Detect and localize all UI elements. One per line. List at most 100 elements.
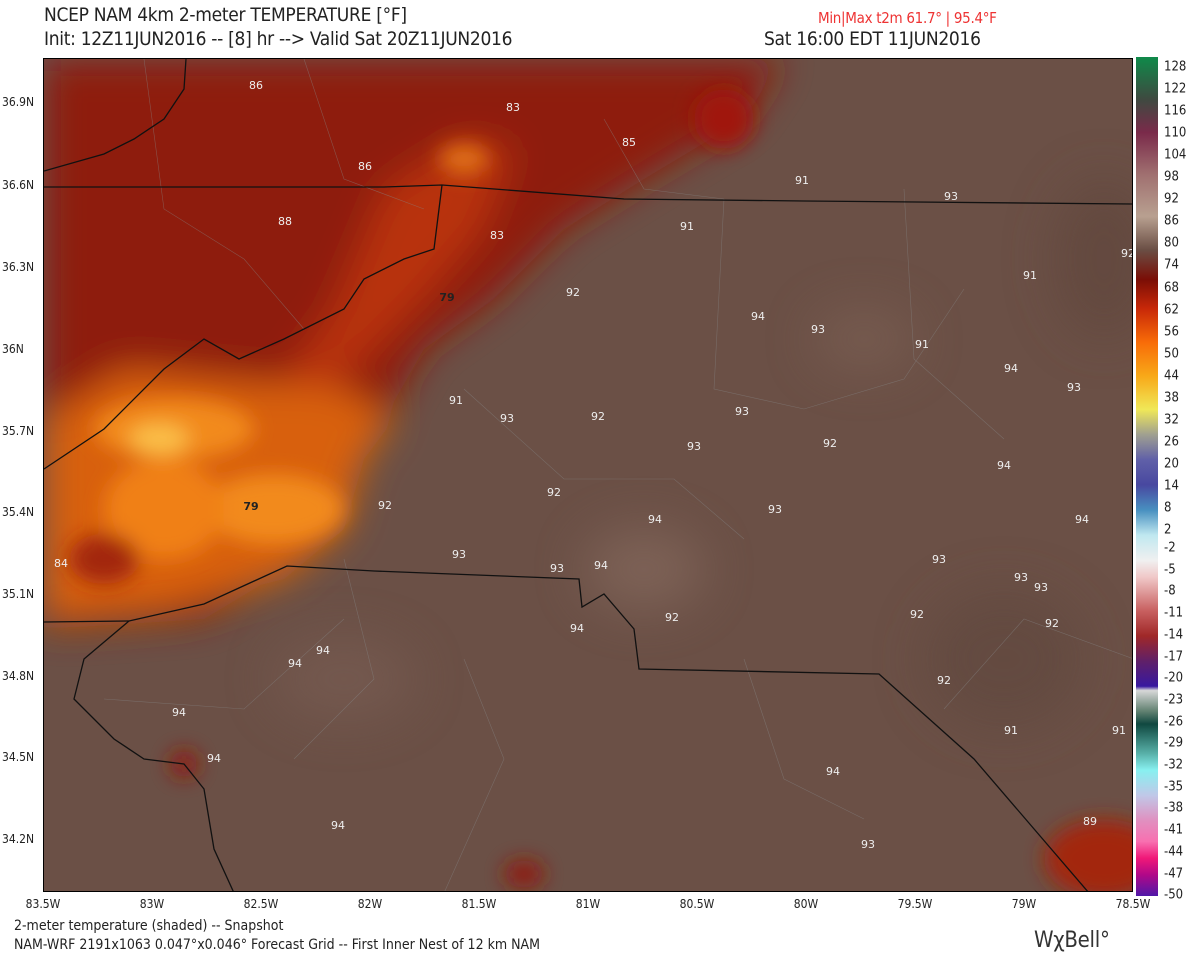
colorbar-tick-label: -50 [1164,887,1184,903]
local-valid-time: Sat 16:00 EDT 11JUN2016 [764,28,981,50]
lat-label: 34.5N [2,750,35,764]
station-value: 94 [648,513,662,526]
lon-label: 83.5W [25,897,61,911]
station-value: 94 [826,765,840,778]
station-value: 94 [751,310,765,323]
colorbar-tick-label: -2 [1164,540,1176,556]
footer-description: 2-meter temperature (shaded) -- Snapshot [14,918,284,934]
lon-label: 79.5W [897,897,933,911]
station-value: 92 [937,674,951,687]
colorbar-tick-label: 32 [1164,412,1179,428]
lon-label: 83W [139,897,165,911]
colorbar-tick-label: -38 [1164,800,1184,816]
station-value: 91 [1023,269,1037,282]
station-value: 79 [439,291,454,304]
colorbar-tick-label: 122 [1164,81,1187,97]
station-value: 94 [997,459,1011,472]
colorbar-tick-label: 86 [1164,213,1179,229]
lon-label: 82.5W [243,897,279,911]
station-value: 94 [1004,362,1018,375]
colorbar-tick-label: -29 [1164,735,1184,751]
station-value: 83 [506,101,520,114]
footer-grid-info: NAM-WRF 2191x1063 0.047°x0.046° Forecast… [14,937,541,953]
colorbar [1136,57,1158,896]
init-valid-line: Init: 12Z11JUN2016 -- [8] hr --> Valid S… [44,28,513,50]
station-value: 91 [680,220,694,233]
station-value: 93 [932,553,946,566]
colorbar-tick-label: -20 [1164,670,1184,686]
station-value: 89 [1083,815,1097,828]
station-value: 93 [944,190,958,203]
colorbar-tick-label: 104 [1164,147,1187,163]
station-value: 94 [288,657,302,670]
station-value: 86 [249,79,263,92]
colorbar-tick-label: 14 [1164,478,1179,494]
station-value: 93 [687,440,701,453]
station-value: 92 [591,410,605,423]
station-value: 93 [735,405,749,418]
lon-label: 82W [357,897,383,911]
station-value: 91 [795,174,809,187]
colorbar-tick-label: -8 [1164,583,1176,599]
station-value: 91 [1004,724,1018,737]
lon-label: 80.5W [679,897,715,911]
lon-label: 81.5W [461,897,497,911]
colorbar-tick-label: -11 [1164,605,1184,621]
station-value: 79 [243,500,258,513]
lat-label: 35.7N [2,424,35,438]
lat-label: 35.4N [2,505,35,519]
colorbar-tick-label: 8 [1164,500,1172,516]
station-value: 92 [378,499,392,512]
temperature-field: 86 83 85 86 91 93 88 83 91 92 91 79 92 94 93 91 94 93 91 93… [44,59,1132,891]
station-value: 92 [1045,617,1059,630]
colorbar-tick-label: 38 [1164,390,1179,406]
map-title: NCEP NAM 4km 2-meter TEMPERATURE [°F] [44,4,407,26]
station-value: 91 [1112,724,1126,737]
lat-label: 34.8N [2,669,35,683]
station-value: 92 [547,486,561,499]
station-value: 94 [331,819,345,832]
lat-label: 36.9N [2,95,35,109]
colorbar-tick-label: 62 [1164,302,1179,318]
colorbar-tick-label: -17 [1164,649,1184,664]
colorbar-tick-label: 26 [1164,434,1179,450]
temperature-map[interactable]: 86 83 85 86 91 93 88 83 91 92 91 79 92 94 93 91 94 93 91 93… [43,58,1133,892]
colorbar-tick-label: -14 [1164,627,1184,643]
lon-label: 78.5W [1115,897,1151,911]
station-value: 94 [570,622,584,635]
station-value: 86 [358,160,372,173]
colorbar-tick-label: -44 [1164,844,1184,860]
station-value: 94 [594,559,608,572]
lat-label: 36.3N [2,260,35,274]
station-value: 92 [566,286,580,299]
colorbar-tick-label: -32 [1164,757,1184,773]
station-value: 83 [490,229,504,242]
colorbar-tick-label: -41 [1164,822,1184,838]
station-value: 88 [278,215,292,228]
station-value: 93 [811,323,825,336]
station-value: 93 [768,503,782,516]
lat-label: 36N [2,342,24,356]
min-max-readout: Min|Max t2m 61.7° | 95.4°F [818,9,997,27]
station-value: 92 [910,608,924,621]
colorbar-tick-label: -47 [1164,866,1184,881]
station-value: 93 [1067,381,1081,394]
colorbar-tick-label: -35 [1164,779,1184,795]
lat-label: 36.6N [2,178,35,192]
colorbar-tick-label: 44 [1164,368,1179,384]
station-value: 93 [1014,571,1028,584]
station-value: 91 [915,338,929,351]
colorbar-tick-label: 80 [1164,235,1179,251]
lat-label: 35.1N [2,587,35,601]
station-value: 85 [622,136,636,149]
colorbar-tick-label: 50 [1164,346,1179,362]
colorbar-tick-label: 68 [1164,280,1179,295]
station-value: 94 [316,644,330,657]
colorbar-tick-label: 2 [1164,522,1172,538]
station-value: 91 [449,394,463,407]
station-value: 93 [550,562,564,575]
colorbar-tick-label: 74 [1164,257,1179,273]
station-value: 94 [1075,513,1089,526]
station-value: 93 [452,548,466,561]
colorbar-tick-label: 20 [1164,456,1179,472]
